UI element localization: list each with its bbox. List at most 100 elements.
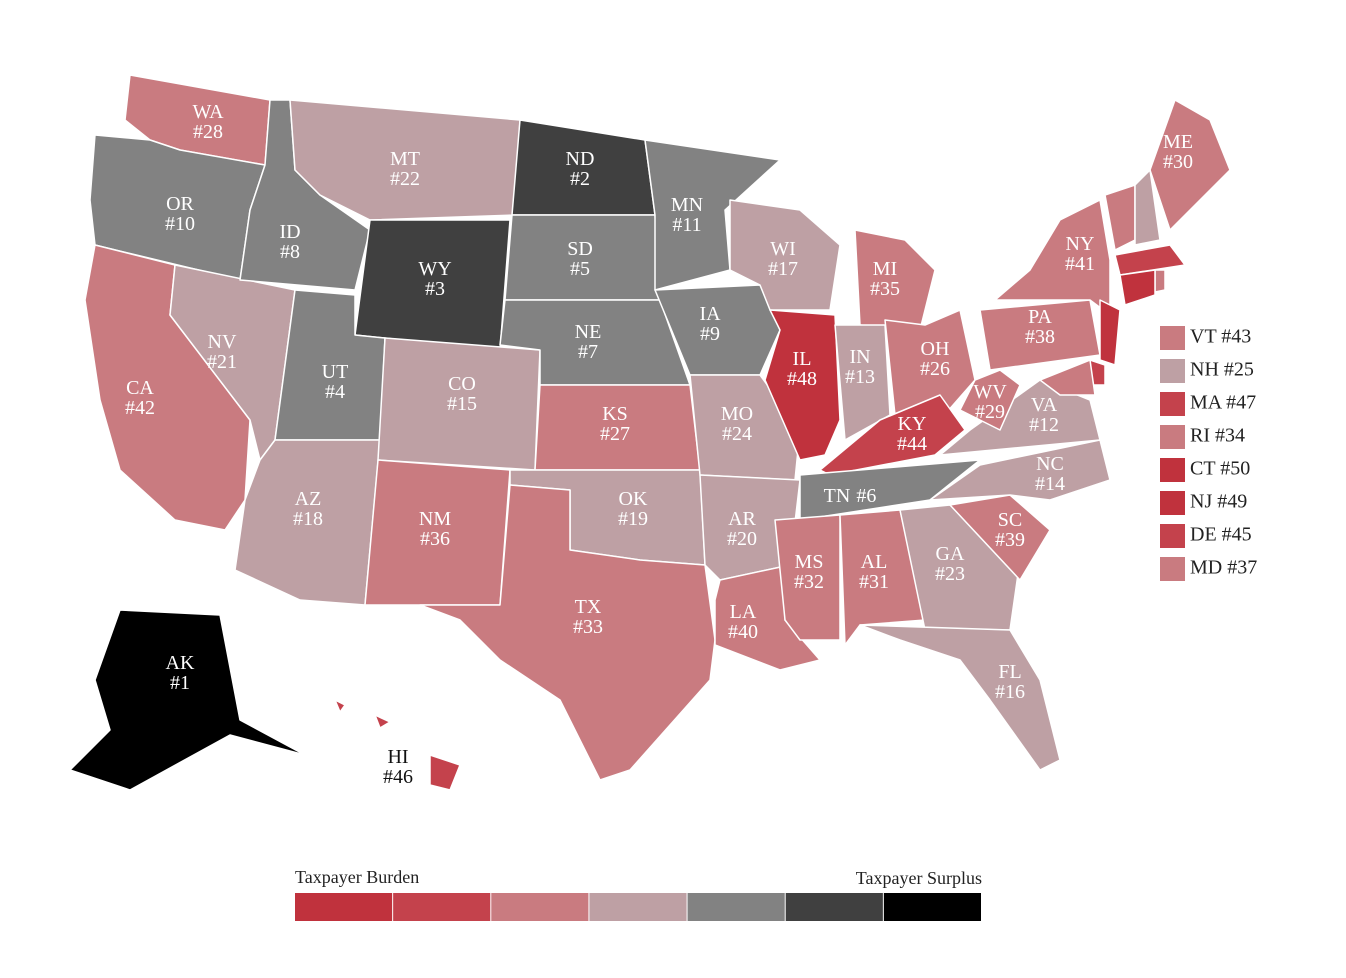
ramp-segment [589, 893, 687, 921]
state-abbr: GA [936, 543, 965, 565]
state-shape [1114, 244, 1186, 276]
legend-label: MA #47 [1190, 392, 1256, 414]
legend-label: CT #50 [1190, 458, 1250, 480]
state-abbr: TN [824, 485, 851, 507]
state-abbr: KS [602, 403, 628, 425]
state-abbr: ID [279, 221, 300, 243]
state-abbr: SD [567, 238, 593, 260]
state-rank: #36 [420, 528, 450, 550]
state-rank: #14 [1035, 473, 1065, 495]
state-rank: #18 [293, 508, 323, 530]
state-shape [949, 494, 1051, 581]
legend-label: RI #34 [1190, 425, 1245, 447]
state-rank: #28 [193, 121, 223, 143]
state-rank: #20 [727, 528, 757, 550]
state-shape [994, 199, 1111, 316]
state-abbr: AK [166, 652, 195, 674]
state-rank: #17 [768, 258, 798, 280]
state-abbr: WY [418, 258, 451, 280]
state-abbr: TX [575, 596, 602, 618]
state-shape [1104, 184, 1136, 251]
state-abbr: LA [730, 601, 757, 623]
state-rank: #16 [995, 681, 1025, 703]
state-abbr: AZ [295, 488, 322, 510]
state-abbr: MT [390, 148, 420, 170]
legend-swatch [1160, 359, 1185, 383]
state-rank: #15 [447, 393, 477, 415]
legend-label: VT #43 [1190, 326, 1251, 348]
state-rank: #24 [722, 423, 752, 445]
state-shape [654, 284, 781, 376]
ramp-segment [883, 893, 981, 921]
legend-label: MD #37 [1190, 557, 1257, 579]
state-abbr: ME [1163, 131, 1193, 153]
legend-label: NH #25 [1190, 359, 1254, 381]
state-abbr: ND [566, 148, 595, 170]
state-abbr: NV [208, 331, 237, 353]
state-rank: #30 [1163, 151, 1193, 173]
state-shape [729, 199, 841, 311]
state-shape [1154, 269, 1166, 293]
color-ramp: Taxpayer Burden Taxpayer Surplus [295, 867, 982, 921]
state-rank: #8 [280, 241, 300, 263]
state-abbr: IL [793, 348, 812, 370]
state-abbr: WV [973, 381, 1007, 403]
state-abbr: NE [575, 321, 602, 343]
ramp-segment [785, 893, 883, 921]
state-shape [859, 624, 1061, 771]
state-shape [334, 699, 346, 713]
side-legend: VT #43 NH #25 MA #47 RI #34 CT #50 NJ #49 DE #… [1160, 326, 1257, 581]
state-shape [1149, 99, 1231, 231]
state-abbr: AR [728, 508, 756, 530]
state-abbr: HI [387, 746, 408, 768]
state-rank: #3 [425, 278, 445, 300]
state-abbr: AL [861, 551, 888, 573]
state-abbr: MO [721, 403, 753, 425]
state-rank: #32 [794, 571, 824, 593]
legend-right-title: Taxpayer Surplus [856, 868, 982, 888]
state-labels: WA#28OR#10CA#42NV#21ID#8MT#22WY#3UT#4AZ#… [125, 101, 1193, 788]
state-shape [834, 324, 891, 441]
state-abbr: NY [1066, 233, 1095, 255]
state-shape [1039, 359, 1096, 396]
state-shape [1119, 269, 1156, 306]
state-shape [929, 439, 1111, 501]
state-shape [234, 439, 381, 606]
state-abbr: UT [322, 361, 349, 383]
state-abbr: IA [699, 303, 721, 325]
ramp-segment [295, 893, 393, 921]
state-rank: #11 [672, 214, 701, 236]
state-rank: #1 [170, 672, 190, 694]
state-abbr: IN [849, 346, 870, 368]
state-rank: #42 [125, 397, 155, 419]
state-abbr: NM [419, 508, 451, 530]
state-rank: #33 [573, 616, 603, 638]
state-rank: #23 [935, 563, 965, 585]
state-rank: #31 [859, 571, 889, 593]
state-shape [839, 509, 926, 646]
state-rank: #21 [207, 351, 237, 373]
legend-swatch [1160, 491, 1185, 515]
state-abbr: SC [998, 509, 1022, 531]
state-rank: #46 [383, 766, 413, 788]
state-rank: #13 [845, 366, 875, 388]
state-abbr: WA [192, 101, 224, 123]
ramp-segment [393, 893, 491, 921]
ramp-segment [491, 893, 589, 921]
state-abbr: CA [126, 377, 154, 399]
state-rank: #2 [570, 168, 590, 190]
state-label: TN #6 [824, 485, 877, 507]
state-rank: #38 [1025, 326, 1055, 348]
state-shape [854, 229, 936, 331]
state-shape [1099, 299, 1121, 366]
legend-swatch [1160, 425, 1185, 449]
state-shape [1134, 169, 1161, 246]
state-rank: #22 [390, 168, 420, 190]
state-abbr: VA [1031, 394, 1058, 416]
state-rank: #12 [1029, 414, 1059, 436]
legend-label: NJ #49 [1190, 491, 1247, 513]
legend-swatch [1160, 326, 1185, 350]
state-rank: #35 [870, 278, 900, 300]
ramp-segment [687, 893, 785, 921]
state-shape [959, 369, 1021, 431]
